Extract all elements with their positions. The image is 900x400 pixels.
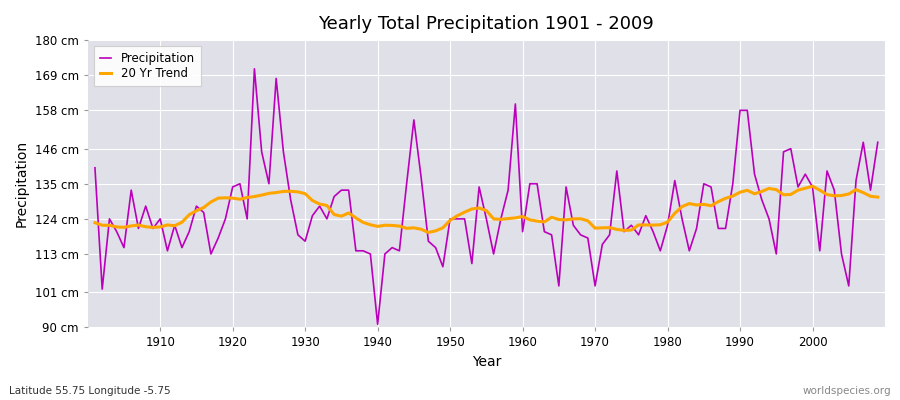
Precipitation — [618, 229, 629, 234]
Precipitation — [249, 66, 260, 71]
Line: 20 Yr Trend: 20 Yr Trend — [95, 186, 878, 232]
20 Yr Trend — [518, 214, 528, 219]
20 Yr Trend — [350, 216, 361, 220]
20 Yr Trend — [807, 184, 818, 188]
Text: worldspecies.org: worldspecies.org — [803, 386, 891, 396]
Precipitation — [373, 322, 383, 327]
Precipitation — [525, 181, 535, 186]
Precipitation — [872, 140, 883, 145]
20 Yr Trend — [525, 218, 535, 222]
20 Yr Trend — [423, 230, 434, 235]
Precipitation — [314, 204, 325, 208]
20 Yr Trend — [872, 195, 883, 200]
20 Yr Trend — [307, 198, 318, 203]
20 Yr Trend — [611, 227, 622, 232]
20 Yr Trend — [148, 225, 158, 230]
Title: Yearly Total Precipitation 1901 - 2009: Yearly Total Precipitation 1901 - 2009 — [319, 15, 654, 33]
Precipitation — [90, 166, 101, 170]
Text: Latitude 55.75 Longitude -5.75: Latitude 55.75 Longitude -5.75 — [9, 386, 171, 396]
Legend: Precipitation, 20 Yr Trend: Precipitation, 20 Yr Trend — [94, 46, 201, 86]
20 Yr Trend — [90, 220, 101, 225]
Y-axis label: Precipitation: Precipitation — [15, 140, 29, 227]
Precipitation — [148, 226, 158, 231]
Precipitation — [357, 248, 368, 253]
X-axis label: Year: Year — [472, 355, 501, 369]
Precipitation — [532, 181, 543, 186]
Line: Precipitation: Precipitation — [95, 69, 878, 324]
